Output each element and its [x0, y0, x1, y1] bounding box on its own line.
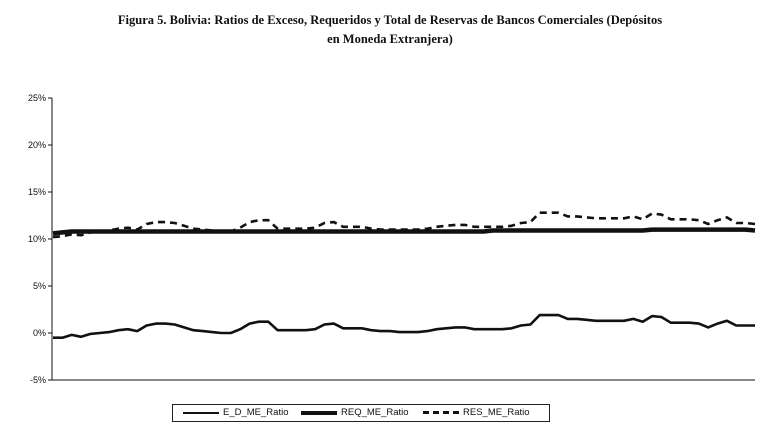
legend-label-e-d-me-ratio: E_D_ME_Ratio: [223, 407, 289, 418]
line-chart: -5% 0% 5% 10% 15% 20% 25%: [28, 93, 756, 385]
y-tick-label: -5%: [30, 375, 46, 385]
chart-title-line-2: en Moneda Extranjera): [327, 32, 453, 46]
legend-label-req-me-ratio: REQ_ME_Ratio: [341, 407, 409, 418]
series-line-res-me-ratio: [52, 211, 756, 239]
chart-axes: [51, 98, 755, 381]
legend-swatch-e-d-me-ratio: [183, 412, 219, 414]
chart-title: Figura 5. Bolivia: Ratios de Exceso, Req…: [60, 11, 720, 49]
series-line-req-me-ratio: [52, 227, 756, 236]
y-tick-label: 15%: [28, 187, 46, 197]
chart-legend: E_D_ME_Ratio REQ_ME_Ratio RES_ME_Ratio: [172, 404, 550, 422]
legend-swatch-req-me-ratio: [301, 411, 337, 415]
y-tick-label: 25%: [28, 93, 46, 103]
chart-series: [52, 211, 756, 340]
y-axis-ticks: -5% 0% 5% 10% 15% 20% 25%: [28, 93, 52, 385]
legend-label-res-me-ratio: RES_ME_Ratio: [463, 407, 530, 418]
y-tick-label: 5%: [33, 281, 46, 291]
y-tick-label: 20%: [28, 140, 46, 150]
y-tick-label: 10%: [28, 234, 46, 244]
legend-swatch-res-me-ratio: [423, 411, 459, 414]
series-line-e-d-me-ratio: [53, 313, 755, 340]
chart-title-line-1: Figura 5. Bolivia: Ratios de Exceso, Req…: [117, 13, 663, 27]
y-tick-label: 0%: [33, 328, 46, 338]
